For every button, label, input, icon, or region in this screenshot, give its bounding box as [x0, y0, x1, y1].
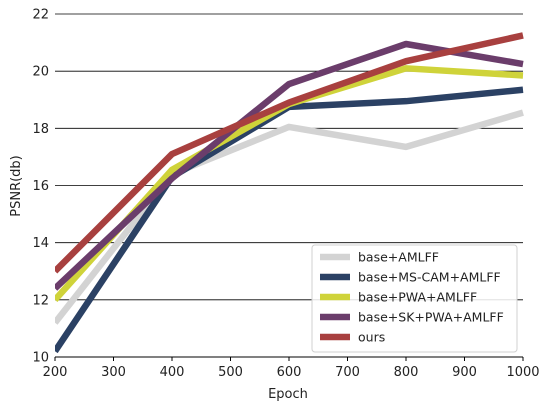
- legend-label: base+SK+PWA+AMLFF: [358, 310, 504, 325]
- legend-label: base+MS-CAM+AMLFF: [358, 270, 501, 285]
- series-line: [55, 109, 524, 325]
- y-axis-label: PSNR(db): [9, 155, 24, 217]
- series-line: [55, 32, 524, 274]
- x-tick-label: 800: [394, 365, 419, 380]
- x-tick-label: 200: [43, 365, 68, 380]
- legend-label: base+AMLFF: [358, 250, 439, 265]
- x-tick-label: 300: [101, 365, 126, 380]
- x-tick-label: 600: [277, 365, 302, 380]
- axes: 10 12 14 16 18 20 22 200 300 400 500 600 700 800 900 10…: [32, 8, 539, 381]
- y-tick-label: 12: [32, 293, 49, 308]
- x-tick-label: 400: [160, 365, 185, 380]
- x-tick-label: 500: [218, 365, 243, 380]
- y-tick-label: 16: [32, 179, 49, 194]
- legend-box: [311, 244, 518, 353]
- y-tick-label: 18: [32, 122, 49, 137]
- y-tick-label: 14: [32, 236, 49, 251]
- x-tick-label: 900: [452, 365, 477, 380]
- legend-label: base+PWA+AMLFF: [358, 290, 477, 305]
- legend: base+AMLFF base+MS-CAM+AMLFF base+PWA+AMLF…: [311, 244, 518, 353]
- y-tick-label: 10: [32, 351, 49, 366]
- series-lines: [55, 32, 524, 354]
- y-tick-label: 20: [32, 65, 49, 80]
- legend-label: ours: [358, 330, 385, 345]
- x-tick-label: 1000: [506, 365, 539, 380]
- x-axis-label: Epoch: [268, 387, 308, 402]
- y-tick-label: 22: [32, 8, 49, 23]
- x-tick-label: 700: [335, 365, 360, 380]
